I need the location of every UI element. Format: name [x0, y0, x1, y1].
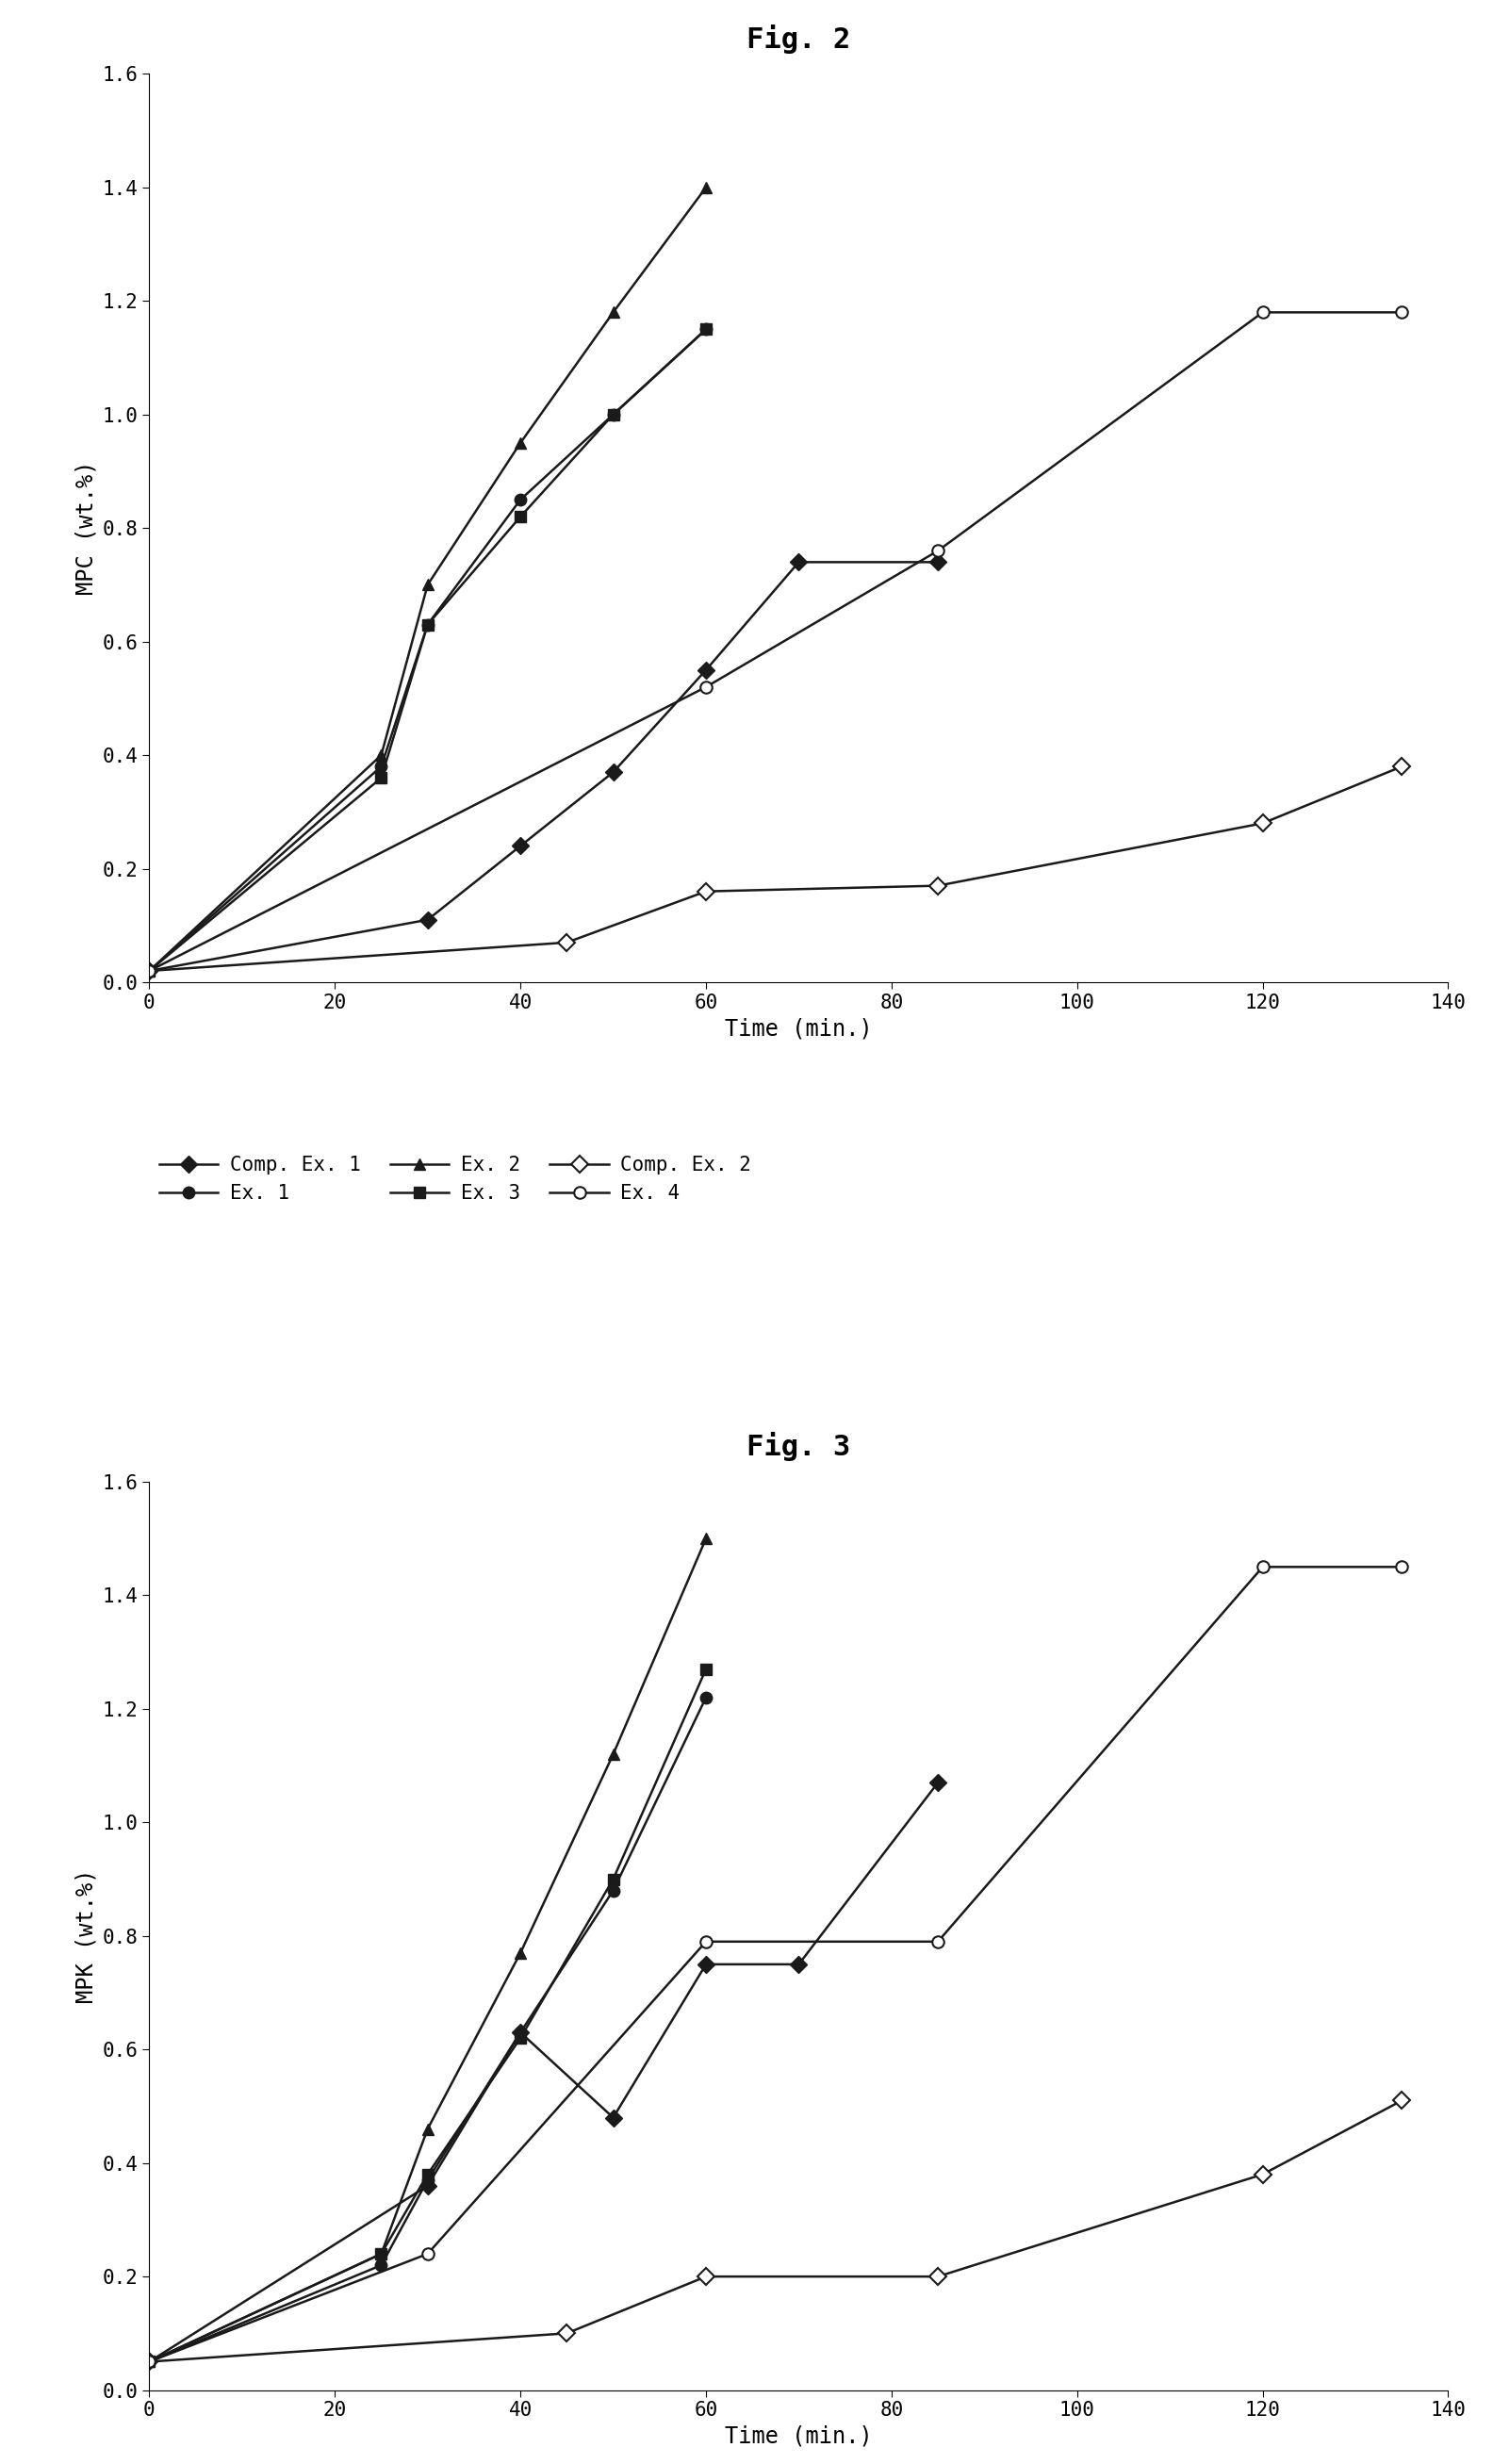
- Title: Fig. 3: Fig. 3: [746, 1432, 851, 1461]
- Legend: Comp. Ex. 1, Ex. 1, Ex. 2, Ex. 3, Comp. Ex. 2, Ex. 4: Comp. Ex. 1, Ex. 1, Ex. 2, Ex. 3, Comp. …: [160, 1156, 751, 1202]
- Title: Fig. 2: Fig. 2: [746, 25, 851, 54]
- X-axis label: Time (min.): Time (min.): [726, 2425, 872, 2447]
- Y-axis label: MPC (wt.%): MPC (wt.%): [75, 461, 97, 596]
- X-axis label: Time (min.): Time (min.): [726, 1018, 872, 1040]
- Y-axis label: MPK (wt.%): MPK (wt.%): [75, 1868, 97, 2003]
